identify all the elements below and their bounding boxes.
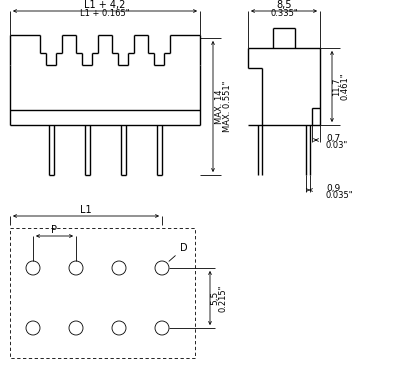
Text: 0.03": 0.03" (326, 141, 348, 151)
Text: 0.215": 0.215" (218, 284, 228, 312)
Bar (10, 228, 195, 358)
Text: P: P (52, 225, 58, 235)
Text: L1 + 4,2: L1 + 4,2 (84, 0, 126, 10)
Text: 0.035": 0.035" (326, 191, 354, 200)
Text: 0,7: 0,7 (326, 134, 340, 142)
Text: 5,5: 5,5 (210, 291, 220, 305)
Text: 11,7: 11,7 (332, 77, 342, 96)
Text: 0,9: 0,9 (326, 184, 340, 193)
Text: 0.461": 0.461" (340, 73, 350, 100)
Text: 8,5: 8,5 (276, 0, 292, 10)
Text: L1: L1 (80, 205, 92, 215)
Text: MAX. 14: MAX. 14 (214, 89, 224, 124)
Text: L1 + 0.165": L1 + 0.165" (80, 9, 130, 17)
Text: D: D (169, 243, 188, 261)
Text: MAX. 0.551": MAX. 0.551" (222, 81, 232, 132)
Text: 0.335": 0.335" (270, 9, 298, 17)
